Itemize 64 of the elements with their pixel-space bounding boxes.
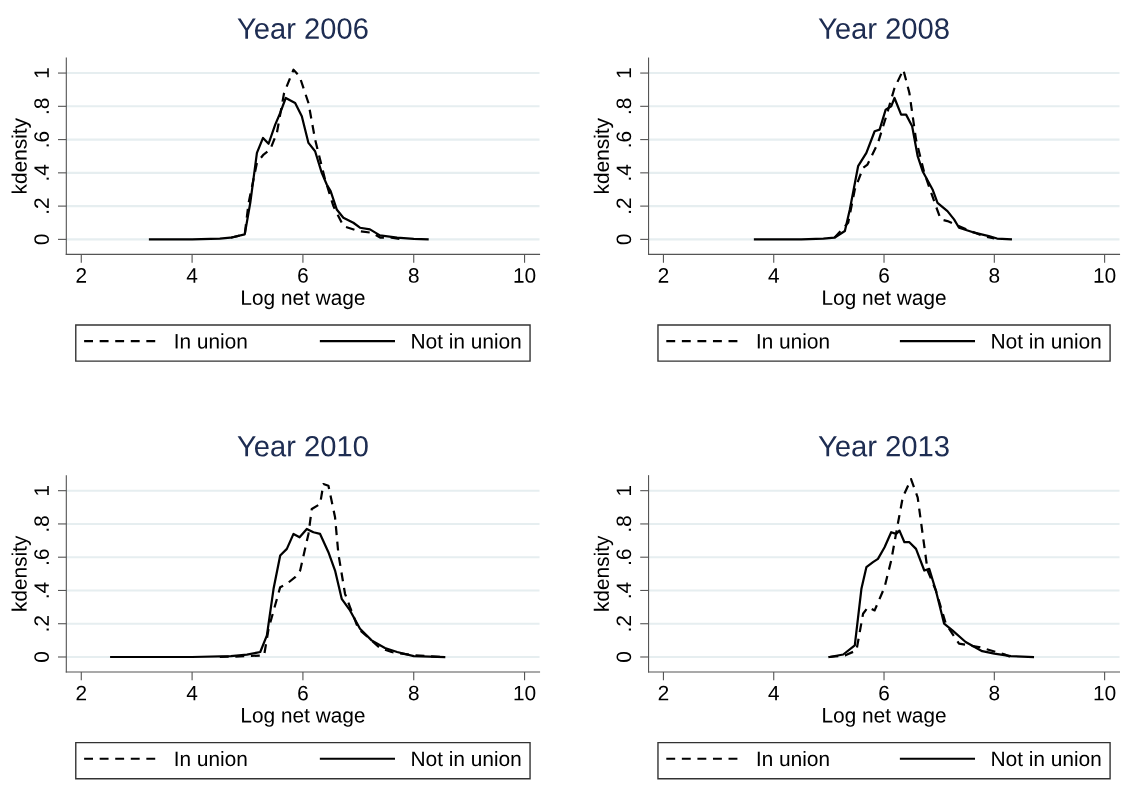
y-axis-title: kdensity	[593, 118, 614, 194]
legend-label: In union	[757, 750, 829, 767]
x-axis-title: Log net wage	[242, 708, 365, 727]
y-tick-label: 0	[34, 652, 49, 662]
y-tick-label: .6	[616, 549, 632, 564]
y-tick-label: .4	[34, 164, 49, 180]
y-tick-label: .2	[616, 198, 632, 213]
y-tick-label: 0	[616, 652, 632, 662]
x-tick-label: 2	[76, 268, 87, 283]
y-tick-label: .8	[34, 98, 49, 114]
x-tick-label: 8	[989, 685, 1000, 701]
x-tick-label: 2	[658, 268, 669, 283]
y-axis-title: kdensity	[11, 535, 31, 611]
y-tick-label: 1	[616, 68, 632, 78]
x-tick-label: 4	[186, 268, 198, 283]
y-tick-label: 1	[34, 68, 49, 78]
x-tick-label: 10	[514, 268, 536, 283]
x-tick-label: 6	[298, 685, 308, 701]
y-tick-label: .8	[616, 516, 632, 531]
y-tick-label: 1	[34, 485, 49, 495]
y-tick-label: .6	[616, 131, 632, 147]
chart-title: Year 2006	[237, 18, 368, 39]
y-tick-label: 0	[34, 234, 49, 245]
legend-label: In union	[175, 750, 247, 767]
x-tick-label: 10	[514, 685, 536, 701]
legend-label: In union	[757, 333, 829, 349]
x-tick-label: 4	[768, 685, 779, 701]
x-tick-label: 2	[658, 685, 669, 701]
y-tick-label: 0	[616, 234, 632, 245]
y-axis-title: kdensity	[593, 535, 614, 611]
y-tick-label: .2	[34, 616, 49, 631]
x-tick-label: 10	[1094, 685, 1116, 701]
x-tick-label: 4	[768, 268, 779, 283]
y-tick-label: .4	[616, 582, 632, 598]
legend-label: Not in union	[412, 750, 521, 767]
x-tick-label: 2	[76, 685, 87, 701]
y-tick-label: .6	[34, 549, 49, 564]
x-tick-label: 4	[186, 685, 198, 701]
legend-label: Not in union	[992, 750, 1101, 767]
x-tick-label: 6	[298, 268, 308, 283]
y-tick-label: .2	[616, 616, 632, 631]
chart-title: Year 2008	[818, 18, 949, 39]
x-axis-title: Log net wage	[823, 708, 946, 727]
legend-label: In union	[175, 333, 247, 349]
chart-title: Year 2013	[818, 435, 949, 457]
x-tick-label: 8	[408, 268, 419, 283]
y-tick-label: .8	[616, 98, 632, 114]
chart-title: Year 2010	[237, 435, 368, 457]
y-tick-label: .6	[34, 131, 49, 147]
y-tick-label: .8	[34, 516, 49, 531]
x-axis-title: Log net wage	[823, 290, 946, 310]
legend-label: Not in union	[992, 333, 1101, 349]
x-tick-label: 8	[989, 268, 1000, 283]
y-tick-label: .4	[34, 582, 49, 598]
legend-label: Not in union	[412, 333, 521, 349]
x-tick-label: 10	[1094, 268, 1116, 283]
y-tick-label: .2	[34, 198, 49, 213]
y-axis-title: kdensity	[11, 118, 31, 194]
x-axis-title: Log net wage	[242, 290, 365, 310]
x-tick-label: 6	[879, 268, 889, 283]
y-tick-label: 1	[616, 485, 632, 495]
x-tick-label: 8	[408, 685, 419, 701]
x-tick-label: 6	[879, 685, 889, 701]
y-tick-label: .4	[616, 164, 632, 180]
